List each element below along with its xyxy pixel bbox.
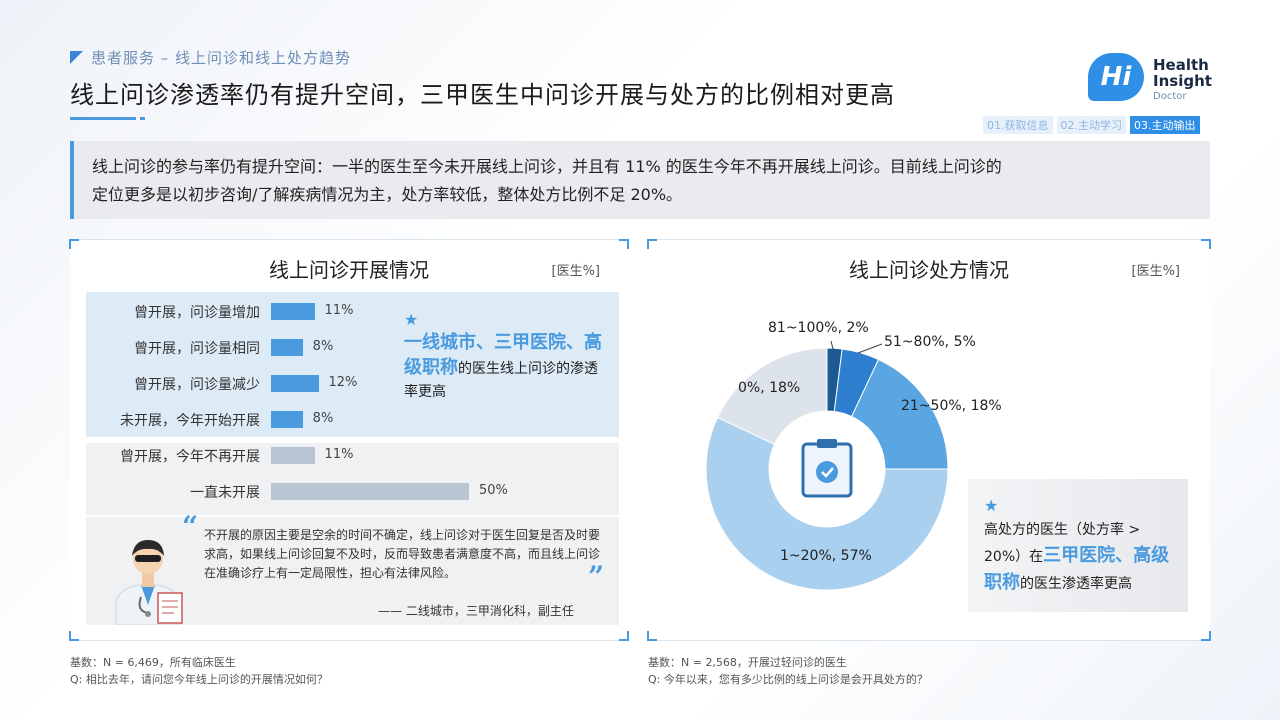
- donut-slice-label: 21~50%, 18%: [901, 398, 1002, 414]
- corner-bracket: [1201, 239, 1211, 249]
- summary-line-1: 线上问诊的参与率仍有提升空间：一半的医生至今未开展线上问诊，并且有 11% 的医…: [92, 157, 1002, 176]
- corner-bracket: [647, 239, 657, 249]
- right-chart-title: 线上问诊处方情况: [849, 258, 1009, 282]
- bar-category-label: 一直未开展: [190, 485, 260, 501]
- bar-category-label: 曾开展，问诊量增加: [134, 305, 260, 321]
- right-chart-unit: [医生%]: [1131, 264, 1181, 279]
- left-chart-unit: [医生%]: [551, 264, 601, 279]
- section-kicker: 患者服务 – 线上问诊和线上处方趋势: [70, 47, 351, 68]
- step-2: 02.主动学习: [1056, 116, 1126, 134]
- close-quote-icon: ”: [588, 560, 605, 593]
- bar-value-label: 8%: [312, 339, 334, 354]
- bar-value-label: 8%: [312, 411, 334, 426]
- health-insight-logo: Hi Health Insight Doctor: [1088, 53, 1212, 107]
- logo-brand: Health Insight: [1153, 56, 1212, 90]
- clipboard-check-icon: [801, 439, 853, 498]
- step-3-active: 03.主动输出: [1130, 116, 1200, 134]
- star-icon: ★: [404, 310, 419, 329]
- nonengaged-group-bg: [86, 443, 619, 515]
- bar-category-label: 曾开展，今年不再开展: [120, 449, 260, 465]
- bar-value-label: 11%: [324, 447, 354, 462]
- open-quote-icon: “: [182, 510, 199, 543]
- right-panel: 线上问诊处方情况 [医生%] ★ 高处方的医生（处方率 > 20%）在三甲医院、…: [647, 239, 1211, 641]
- doctor-icon: [115, 540, 183, 625]
- bar-category-label: 曾开展，问诊量减少: [134, 377, 260, 393]
- kicker-text: 患者服务 – 线上问诊和线上处方趋势: [91, 49, 352, 67]
- corner-bracket: [619, 631, 629, 641]
- star-icon: ★: [984, 496, 999, 515]
- page-title: 线上问诊渗透率仍有提升空间，三甲医生中问诊开展与处方的比例相对更高: [70, 81, 895, 109]
- quote-attribution: —— 二线城市，三甲消化科，副主任: [378, 604, 574, 618]
- donut-slice: [705, 416, 949, 591]
- callout-text-b: 的医生渗透率更高: [1020, 576, 1132, 592]
- step-indicator: 01.获取信息 02.主动学习 03.主动输出: [983, 116, 1200, 134]
- left-panel: 线上问诊开展情况 [医生%] 曾开展，问诊量增加 11% 曾开展，问诊量相同 8% 曾开…: [69, 239, 629, 641]
- donut-slice-label: 0%, 18%: [738, 380, 801, 396]
- triangle-icon: [70, 51, 83, 64]
- donut-slice-label: 1~20%, 57%: [780, 548, 872, 564]
- bar: [271, 483, 469, 500]
- bar-value-label: 12%: [328, 375, 358, 390]
- callout-highlight: 一线城市、三甲医院、高级职称: [404, 332, 602, 378]
- right-footnote: 基数：N = 2,568，开展过轻问诊的医生 Q: 今年以来，您有多少比例的线上…: [648, 656, 928, 686]
- bar-value-label: 11%: [324, 303, 354, 318]
- donut-slice-label: 51~80%, 5%: [884, 334, 976, 350]
- corner-bracket: [647, 631, 657, 641]
- step-1: 01.获取信息: [983, 116, 1053, 134]
- doctor-quote: 不开展的原因主要是空余的时间不确定，线上问诊对于医生回复是否及时要求高，如果线上…: [204, 528, 601, 580]
- callout-text-a: 高处方的医生（处方率 > 20%）在: [984, 522, 1141, 565]
- right-callout: ★ 高处方的医生（处方率 > 20%）在三甲医院、高级职称的医生渗透率更高: [968, 479, 1188, 612]
- left-callout: ★ 一线城市、三甲医院、高级职称的医生线上问诊的渗透率更高: [404, 308, 609, 404]
- corner-bracket: [619, 239, 629, 249]
- title-underline-dot: [140, 117, 145, 120]
- bar: [271, 411, 303, 428]
- left-footnote: 基数：N = 6,469，所有临床医生 Q: 相比去年，请问您今年线上问诊的开展…: [70, 656, 328, 686]
- hi-logo-icon: Hi: [1088, 53, 1144, 101]
- corner-bracket: [69, 239, 79, 249]
- title-underline: [70, 117, 136, 120]
- corner-bracket: [69, 631, 79, 641]
- bar-category-label: 曾开展，问诊量相同: [134, 341, 260, 357]
- bar: [271, 447, 315, 464]
- bar: [271, 303, 315, 320]
- logo-doctor: Doctor: [1153, 91, 1187, 102]
- donut-chart: [705, 340, 949, 591]
- bar: [271, 339, 303, 356]
- corner-bracket: [1201, 631, 1211, 641]
- callout-highlight: 三甲医院、高级职称: [984, 545, 1170, 593]
- callout-text: 的医生线上问诊的渗透率更高: [404, 361, 598, 400]
- summary-line-2: 定位更多是以初步咨询/了解疾病情况为主，处方率较低，整体处方比例不足 20%。: [92, 185, 683, 204]
- leader-line: [857, 343, 883, 354]
- summary-box: 线上问诊的参与率仍有提升空间：一半的医生至今未开展线上问诊，并且有 11% 的医…: [70, 141, 1210, 219]
- left-chart-title: 线上问诊开展情况: [269, 258, 429, 282]
- donut-slice-label: 81~100%, 2%: [768, 320, 869, 336]
- highlight-group-bg: [86, 292, 619, 437]
- bar: [271, 375, 319, 392]
- leader-line: [830, 340, 834, 350]
- bar-category-label: 未开展，今年开始开展: [120, 413, 260, 429]
- donut-slice: [716, 347, 828, 445]
- bar-value-label: 50%: [479, 483, 508, 498]
